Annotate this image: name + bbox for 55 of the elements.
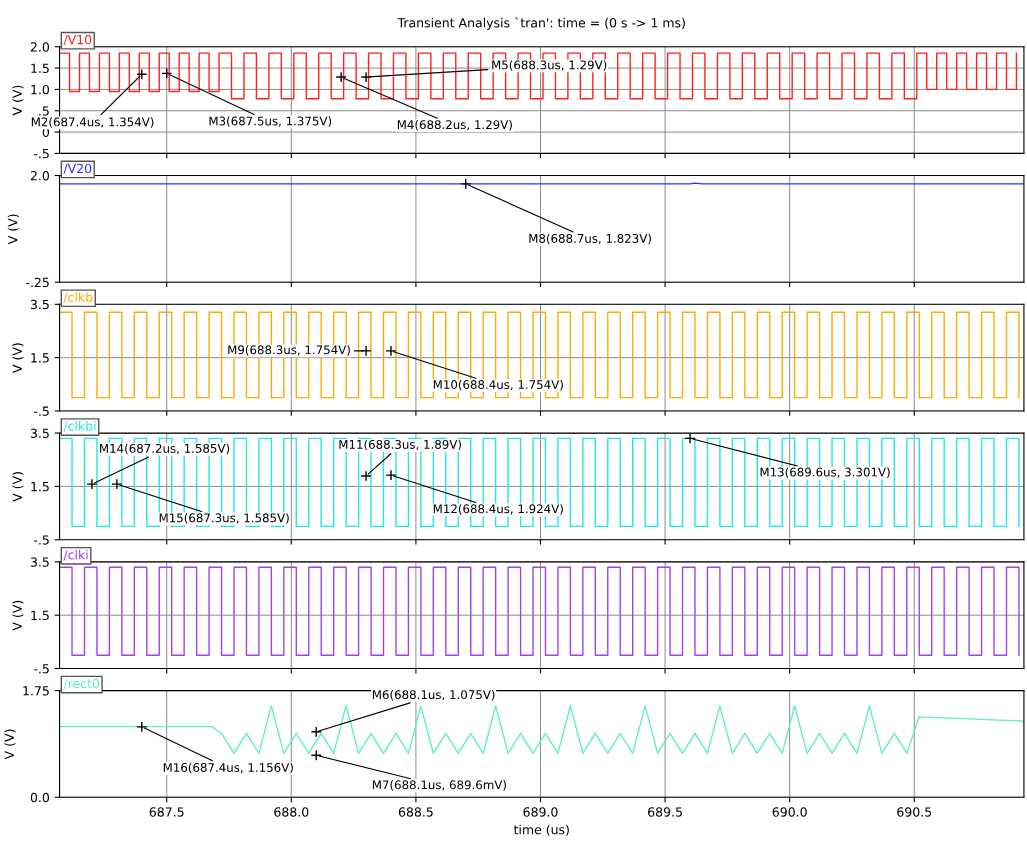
y-axis-title: V (V): [4, 729, 16, 760]
x-tick-label: 689.5: [648, 807, 682, 817]
y-axis-title: V (V): [12, 472, 24, 502]
y-tick-label: 1.5: [31, 610, 49, 621]
annotation: M2(687.4us, 1.354V): [31, 117, 154, 128]
y-tick-label: 2.0: [30, 171, 50, 181]
x-tick-label: 688.5: [398, 807, 433, 817]
line-series: [59, 705, 1024, 755]
y-axis-title: V (V): [12, 600, 24, 631]
x-tick-label: 690.5: [897, 807, 932, 817]
series-label: /clkbi: [63, 420, 96, 432]
series-label: /clki: [63, 549, 88, 561]
series-label: /clkb: [63, 292, 93, 303]
y-axis-title: V (V): [7, 214, 19, 245]
x-tick-label: 687.5: [149, 807, 184, 817]
y-tick-label: -.5: [34, 149, 49, 159]
y-tick-label: 1.75: [23, 686, 49, 696]
y-tick-label: -.5: [34, 535, 49, 545]
y-tick-label: 3.5: [30, 299, 49, 310]
y-axis-title: V (V): [12, 85, 24, 116]
y-tick-label: -.5: [34, 406, 49, 416]
annotation: M3(687.5us, 1.375V): [209, 116, 332, 127]
annotation: M14(687.2us, 1.585V): [100, 443, 230, 455]
y-tick-label: 3.5: [30, 428, 49, 438]
series-label: /V10: [63, 34, 92, 46]
y-tick-label: -.25: [26, 277, 49, 288]
annotation: M10(688.4us, 1.754V): [433, 379, 563, 391]
y-tick-label: 1.5: [31, 482, 49, 492]
annotation: M4(688.2us, 1.29V): [397, 119, 512, 131]
y-tick-label: 0.0: [30, 792, 50, 803]
y-tick-label: 1.0: [31, 84, 50, 95]
x-axis-title: time (us): [513, 824, 569, 836]
annotation: M9(688.3us, 1.754V): [228, 345, 350, 356]
y-tick-label: 1.5: [31, 353, 49, 363]
annotation: M7(688.1us, 689.6mV): [372, 780, 506, 791]
annotation: M8(688.7us, 1.823V): [529, 233, 651, 245]
x-tick-label: 690.0: [772, 807, 807, 817]
y-tick-label: -.5: [34, 664, 49, 674]
y-tick-label: 1.5: [31, 63, 49, 74]
annotation: M6(688.1us, 1.075V): [372, 689, 495, 701]
annotation: M16(687.4us, 1.156V): [163, 762, 293, 774]
y-tick-label: .5: [39, 106, 49, 116]
annotation: M15(687.3us, 1.585V): [159, 513, 289, 524]
x-tick-label: 689.0: [523, 807, 558, 817]
series-label: /V20: [63, 163, 92, 175]
y-tick-label: 3.5: [30, 557, 49, 567]
y-tick-label: 2.0: [30, 42, 50, 52]
annotation: M13(689.6us, 3.301V): [760, 467, 890, 478]
annotation: M5(688.3us, 1.29V): [492, 60, 607, 71]
text: /rect0: [63, 678, 100, 690]
chart-title: Transient Analysis `tran': time = (0 s -> 1 ms): [397, 17, 685, 30]
annotation: M11(688.3us, 1.89V): [339, 439, 461, 451]
x-tick-label: 688.0: [274, 807, 309, 817]
annotation: M12(688.4us, 1.924V): [433, 504, 563, 515]
y-axis-title: V (V): [12, 343, 24, 373]
